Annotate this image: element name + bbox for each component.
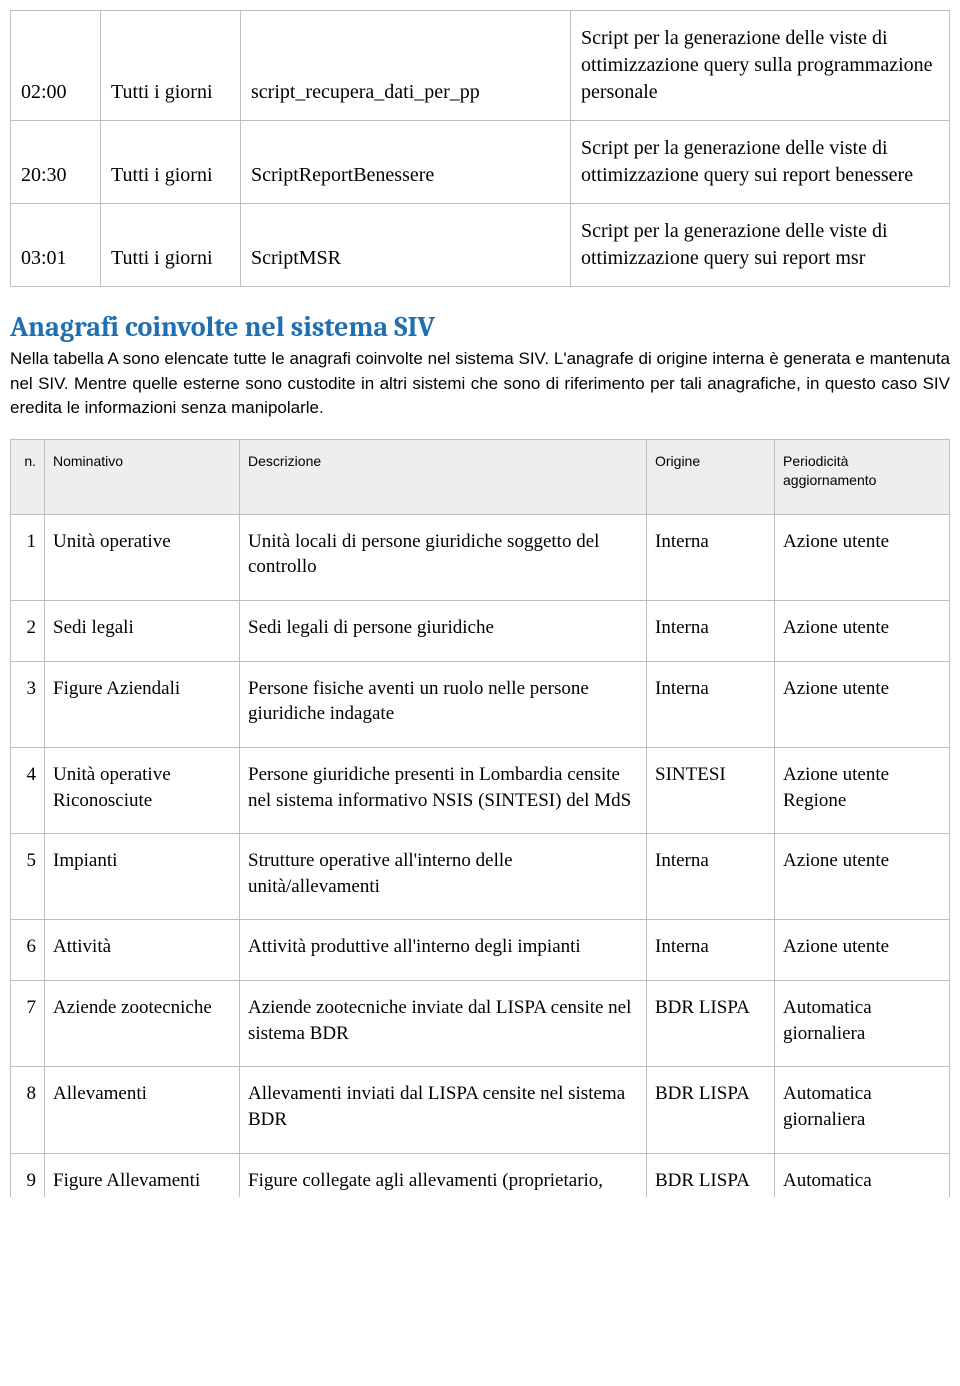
cell-periodicita: Azione utente (775, 920, 950, 981)
cell-n: 6 (11, 920, 45, 981)
cell-descrizione: Aziende zootecniche inviate dal LISPA ce… (240, 981, 647, 1067)
section-paragraph: Nella tabella A sono elencate tutte le a… (10, 347, 950, 421)
table-row: 02:00 Tutti i giorni script_recupera_dat… (11, 11, 950, 121)
table-row: 4 Unità operative Riconosciute Persone g… (11, 747, 950, 833)
cell-origine: BDR LISPA (647, 981, 775, 1067)
cell-nominativo: Unità operative Riconosciute (45, 747, 240, 833)
anagrafi-table: n. Nominativo Descrizione Origine Period… (10, 439, 950, 1197)
cell-periodicita: Azione utente (775, 661, 950, 747)
cell-descrizione: Figure collegate agli allevamenti (propr… (240, 1153, 647, 1197)
cell-origine: BDR LISPA (647, 1153, 775, 1197)
cell-nominativo: Attività (45, 920, 240, 981)
cell-nominativo: Figure Aziendali (45, 661, 240, 747)
table-row: 03:01 Tutti i giorni ScriptMSR Script pe… (11, 204, 950, 287)
cell-desc: Script per la generazione delle viste di… (571, 121, 950, 204)
cell-descrizione: Strutture operative all'interno delle un… (240, 834, 647, 920)
cell-origine: SINTESI (647, 747, 775, 833)
cell-origine: Interna (647, 514, 775, 600)
cell-freq: Tutti i giorni (101, 204, 241, 287)
cell-freq: Tutti i giorni (101, 121, 241, 204)
cell-time: 03:01 (11, 204, 101, 287)
cell-periodicita: Azione utente Regione (775, 747, 950, 833)
anagrafi-table-body: 1 Unità operative Unità locali di person… (11, 514, 950, 1197)
cell-descrizione: Allevamenti inviati dal LISPA censite ne… (240, 1067, 647, 1153)
cell-freq: Tutti i giorni (101, 11, 241, 121)
cell-n: 2 (11, 600, 45, 661)
cell-nominativo: Aziende zootecniche (45, 981, 240, 1067)
cell-nominativo: Allevamenti (45, 1067, 240, 1153)
cell-descrizione: Attività produttive all'interno degli im… (240, 920, 647, 981)
table-row: 7 Aziende zootecniche Aziende zootecnich… (11, 981, 950, 1067)
cell-periodicita: Automatica giornaliera (775, 1067, 950, 1153)
cell-periodicita: Azione utente (775, 600, 950, 661)
cell-desc: Script per la generazione delle viste di… (571, 11, 950, 121)
cell-desc: Script per la generazione delle viste di… (571, 204, 950, 287)
scripts-table: 02:00 Tutti i giorni script_recupera_dat… (10, 10, 950, 287)
cell-origine: Interna (647, 920, 775, 981)
cell-time: 20:30 (11, 121, 101, 204)
cell-n: 4 (11, 747, 45, 833)
header-nominativo: Nominativo (45, 439, 240, 514)
table-row: 8 Allevamenti Allevamenti inviati dal LI… (11, 1067, 950, 1153)
cell-nominativo: Figure Allevamenti (45, 1153, 240, 1197)
cell-n: 9 (11, 1153, 45, 1197)
cell-descrizione: Persone fisiche aventi un ruolo nelle pe… (240, 661, 647, 747)
table-row: 3 Figure Aziendali Persone fisiche avent… (11, 661, 950, 747)
header-descrizione: Descrizione (240, 439, 647, 514)
header-n: n. (11, 439, 45, 514)
table-row: 2 Sedi legali Sedi legali di persone giu… (11, 600, 950, 661)
cell-origine: BDR LISPA (647, 1067, 775, 1153)
cell-n: 7 (11, 981, 45, 1067)
table-row: 20:30 Tutti i giorni ScriptReportBenesse… (11, 121, 950, 204)
cell-origine: Interna (647, 661, 775, 747)
cell-nominativo: Impianti (45, 834, 240, 920)
cell-periodicita: Automatica (775, 1153, 950, 1197)
cell-periodicita: Azione utente (775, 834, 950, 920)
cell-descrizione: Persone giuridiche presenti in Lombardia… (240, 747, 647, 833)
cell-descrizione: Unità locali di persone giuridiche sogge… (240, 514, 647, 600)
cell-descrizione: Sedi legali di persone giuridiche (240, 600, 647, 661)
table-row: 9 Figure Allevamenti Figure collegate ag… (11, 1153, 950, 1197)
table-row: 1 Unità operative Unità locali di person… (11, 514, 950, 600)
table-row: 6 Attività Attività produttive all'inter… (11, 920, 950, 981)
header-periodicita: Periodicità aggiornamento (775, 439, 950, 514)
cell-periodicita: Automatica giornaliera (775, 981, 950, 1067)
section-heading: Anagrafi coinvolte nel sistema SIV (10, 311, 950, 343)
scripts-table-body: 02:00 Tutti i giorni script_recupera_dat… (11, 11, 950, 287)
cell-periodicita: Azione utente (775, 514, 950, 600)
header-origine: Origine (647, 439, 775, 514)
cell-n: 3 (11, 661, 45, 747)
cell-nominativo: Sedi legali (45, 600, 240, 661)
table-row: 5 Impianti Strutture operative all'inter… (11, 834, 950, 920)
cell-time: 02:00 (11, 11, 101, 121)
cell-nominativo: Unità operative (45, 514, 240, 600)
cell-n: 8 (11, 1067, 45, 1153)
cell-n: 1 (11, 514, 45, 600)
cell-origine: Interna (647, 600, 775, 661)
cell-n: 5 (11, 834, 45, 920)
cell-name: ScriptMSR (241, 204, 571, 287)
cell-name: ScriptReportBenessere (241, 121, 571, 204)
table-header-row: n. Nominativo Descrizione Origine Period… (11, 439, 950, 514)
cell-name: script_recupera_dati_per_pp (241, 11, 571, 121)
cell-origine: Interna (647, 834, 775, 920)
